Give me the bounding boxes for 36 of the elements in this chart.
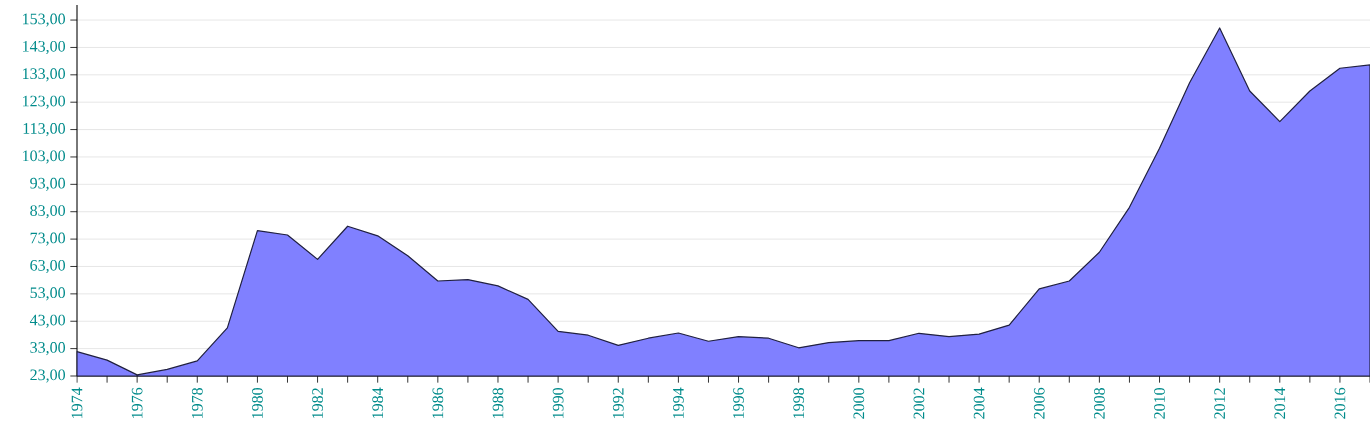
y-tick-label: 83,00 (30, 205, 66, 219)
y-tick-label: 73,00 (30, 232, 66, 246)
x-tick-label: 1978 (191, 388, 203, 418)
y-tick-label: 103,00 (23, 150, 66, 164)
x-tick-label: 2000 (853, 388, 865, 419)
y-tick-label: 113,00 (23, 123, 66, 137)
x-tick-label: 2014 (1274, 387, 1286, 419)
x-tick-label: 1980 (252, 388, 263, 418)
x-tick-label: 2006 (1033, 387, 1045, 419)
x-tick-label: 2008 (1093, 388, 1105, 419)
x-tick-label: 2016 (1334, 387, 1346, 419)
y-tick-label: 23,00 (30, 369, 66, 383)
y-tick-label: 93,00 (30, 177, 66, 191)
x-tick-label: 2012 (1214, 388, 1226, 419)
y-tick-label: 53,00 (30, 287, 66, 301)
x-tick-label: 1990 (552, 388, 564, 418)
y-tick-label: 33,00 (30, 342, 66, 356)
x-tick-label: 2010 (1154, 388, 1165, 419)
x-tick-label: 1986 (432, 387, 444, 418)
y-tick-label: 123,00 (23, 95, 66, 109)
x-tick-label: 1988 (492, 388, 504, 418)
x-tick-label: 1976 (131, 387, 143, 418)
x-tick-label: 1974 (71, 387, 83, 418)
x-tick-label: 1998 (793, 388, 805, 418)
x-tick-label: 1996 (733, 387, 744, 418)
x-tick-label: 2002 (913, 388, 925, 419)
x-tick-label: 1984 (372, 387, 384, 418)
x-tick-label: 1992 (612, 388, 624, 418)
y-tick-label: 133,00 (23, 68, 66, 82)
x-tick-label: 2004 (973, 387, 985, 419)
x-tick-label: 1994 (673, 387, 684, 418)
y-tick-label: 63,00 (30, 259, 66, 274)
y-tick-label: 43,00 (29, 314, 66, 328)
y-tick-label: 143,00 (23, 40, 66, 54)
x-tick-label: 1982 (312, 388, 323, 418)
y-tick-label: 153,00 (23, 13, 66, 27)
